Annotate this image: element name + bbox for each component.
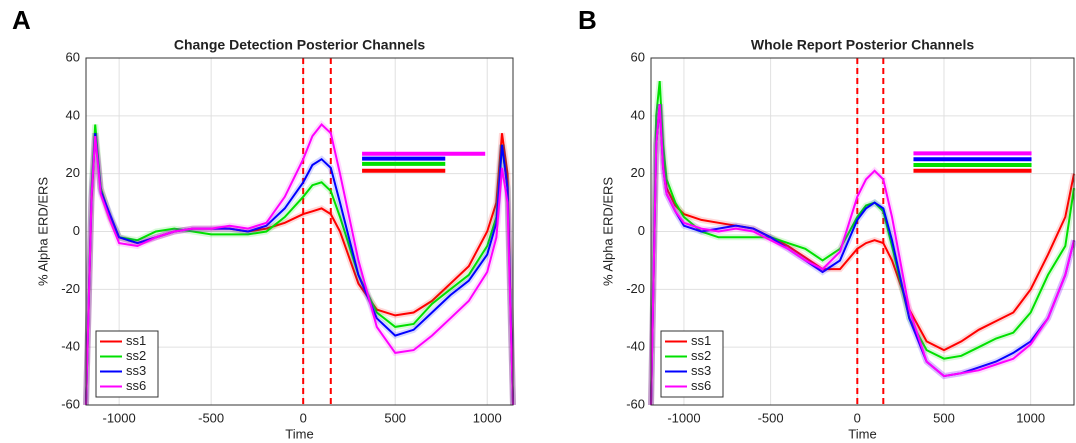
y-tick-label: 20 [66,165,80,180]
series-line [85,123,514,406]
panel-letter: B [578,5,597,35]
x-tick-label: -1000 [103,410,136,425]
y-axis-label: % Alpha ERD/ERS [35,177,50,286]
plot-frame [650,57,1075,406]
x-tick-label: 1000 [473,410,502,425]
legend-label: ss3 [126,363,146,378]
x-tick-label: 0 [300,410,307,425]
y-tick-label: 60 [631,49,645,64]
y-tick-label: 40 [66,107,80,122]
legend-label: ss1 [691,333,711,348]
chart-title: Change Detection Posterior Channels [174,37,425,53]
legend-label: ss1 [126,333,146,348]
legend-label: ss6 [126,378,146,393]
panel-letter: A [12,5,31,35]
legend-label: ss6 [691,378,711,393]
x-tick-label: 500 [384,410,406,425]
panel: A Change Detection Posterior Channels -60 -… [12,5,516,441]
x-axis-label: Time [285,426,313,441]
x-tick-label: -500 [758,410,784,425]
y-tick-label: -60 [626,396,645,411]
series-line [85,133,514,406]
y-axis-label: % Alpha ERD/ERS [600,177,615,286]
legend-label: ss2 [691,348,711,363]
x-tick-label: 1000 [1016,410,1045,425]
x-axis-label: Time [848,426,876,441]
legend-label: ss3 [691,363,711,378]
y-tick-label: -60 [61,396,80,411]
chart-title: Whole Report Posterior Channels [751,37,974,53]
x-tick-label: 500 [933,410,955,425]
series-line [650,104,1075,406]
x-tick-label: -500 [198,410,224,425]
y-tick-label: 40 [631,107,645,122]
y-tick-label: -20 [626,281,645,296]
y-tick-label: 60 [66,49,80,64]
y-tick-label: 20 [631,165,645,180]
y-tick-label: 0 [73,223,80,238]
x-tick-label: -1000 [667,410,700,425]
x-tick-label: 0 [854,410,861,425]
series-line [650,80,1075,406]
plot-frame [85,57,514,406]
y-tick-label: -40 [626,339,645,354]
y-tick-label: -40 [61,339,80,354]
legend-label: ss2 [126,348,146,363]
y-tick-label: 0 [638,223,645,238]
panel: B Whole Report Posterior Channels -60 -40 -2… [578,5,1076,441]
y-tick-label: -20 [61,281,80,296]
